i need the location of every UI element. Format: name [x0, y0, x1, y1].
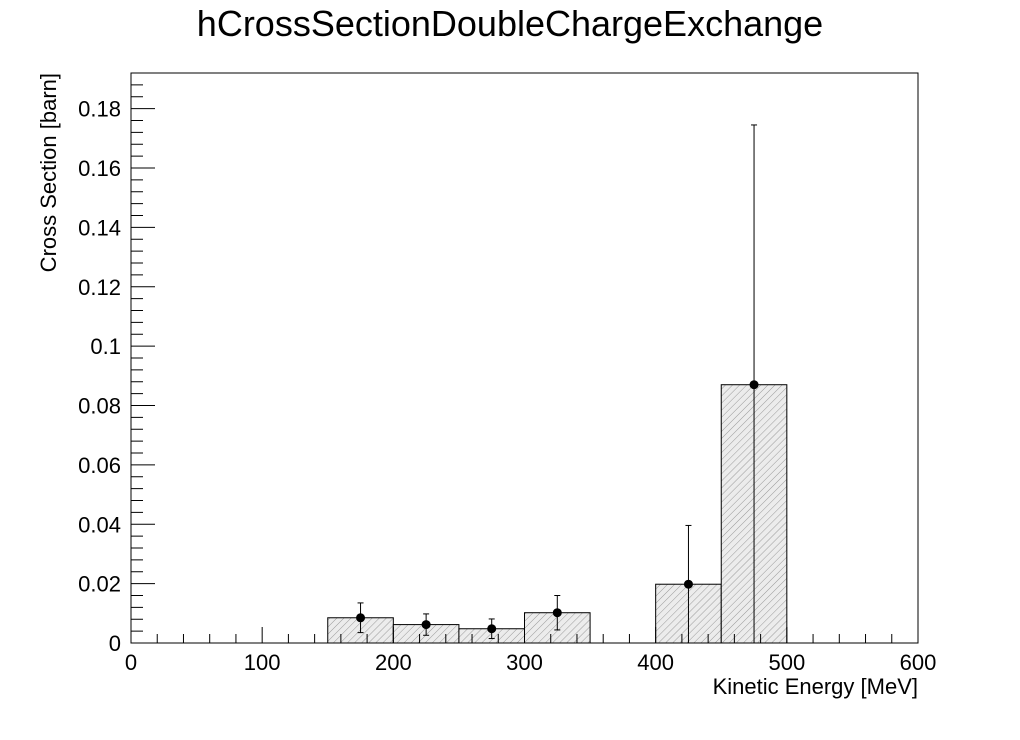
y-tick-labels: 0 0.02 0.04 0.06 0.08 0.1 0.12 0.14 0.16 0.18	[78, 97, 121, 656]
chart-title: hCrossSectionDoubleChargeExchange	[197, 3, 823, 44]
x-tick-label: 600	[900, 650, 937, 675]
x-tick-label: 200	[375, 650, 412, 675]
error-bars-layer	[357, 124, 758, 644]
y-tick-label: 0	[109, 631, 121, 656]
x-tick-label: 300	[506, 650, 543, 675]
x-tick-label: 0	[125, 650, 137, 675]
x-axis-label: Kinetic Energy [MeV]	[713, 674, 918, 699]
y-tick-label: 0.18	[78, 97, 121, 122]
markers-layer	[356, 380, 759, 634]
data-point-marker	[683, 579, 693, 589]
y-tick-label: 0.14	[78, 215, 121, 240]
y-tick-label: 0.08	[78, 394, 121, 419]
data-point-marker	[487, 624, 497, 634]
y-axis-label: Cross Section [barn]	[36, 73, 61, 272]
x-tick-label: 500	[768, 650, 805, 675]
x-tick-labels: 0 100 200 300 400 500 600	[125, 650, 936, 675]
y-tick-label: 0.12	[78, 275, 121, 300]
y-tick-label: 0.1	[90, 334, 121, 359]
data-point-marker	[356, 613, 366, 623]
y-tick-label: 0.06	[78, 453, 121, 478]
data-point-marker	[421, 620, 431, 630]
x-tick-label: 400	[637, 650, 674, 675]
data-point-marker	[552, 608, 562, 618]
axis-ticks	[130, 72, 919, 644]
y-tick-label: 0.02	[78, 572, 121, 597]
data-point-marker	[749, 380, 759, 390]
x-tick-label: 100	[244, 650, 281, 675]
y-tick-label: 0.04	[78, 512, 121, 537]
y-tick-label: 0.16	[78, 156, 121, 181]
plot-frame	[130, 72, 919, 644]
